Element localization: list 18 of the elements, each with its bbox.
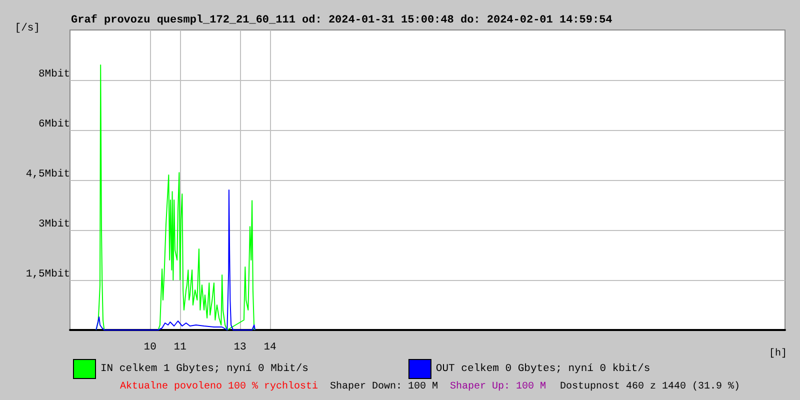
x-tick-label: 11: [174, 342, 186, 354]
chart-title: Graf provozu quesmpl_172_21_60_111 od: 2024-01-31 15:00:48 do: 2024-02-01 14:59:54: [71, 14, 613, 26]
text: Aktualne povoleno 100 % rychlosti: [120, 380, 318, 392]
y-tick-label: 6Mbit: [38, 118, 70, 130]
x-axis-title: [h]: [769, 348, 788, 360]
y-axis-title: [/s]: [14, 22, 40, 34]
legend-label: IN celkem 1 Gbytes; nyní 0 Mbit/s: [100, 363, 308, 375]
text: Dostupnost 460 z 1440 (31.9 %): [560, 380, 740, 392]
legend-label: OUT celkem 0 Gbytes; nyní 0 kbit/s: [436, 363, 650, 375]
y-tick-label: 3Mbit: [38, 218, 70, 230]
y-tick-label: 8Mbit: [38, 68, 70, 80]
text: Shaper Down: 100 M: [330, 380, 438, 392]
y-tick-label: 1,5Mbit: [26, 268, 70, 280]
x-tick-label: 14: [264, 342, 276, 354]
x-tick-label: 10: [144, 342, 156, 354]
x-tick-label: 13: [234, 342, 246, 354]
text: Shaper Up: 100 M: [450, 380, 546, 392]
y-tick-label: 4,5Mbit: [26, 168, 70, 180]
